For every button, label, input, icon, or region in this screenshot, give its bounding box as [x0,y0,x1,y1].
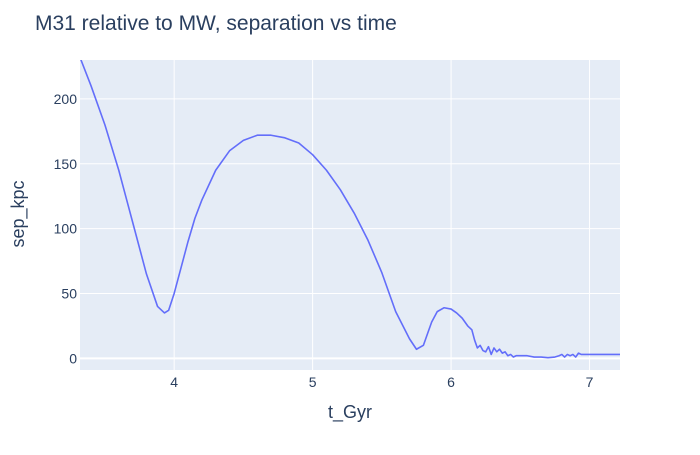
line-layer [80,60,620,359]
chart-title: M31 relative to MW, separation vs time [35,12,397,35]
tick-labels: 4 5 6 7 0 50 100 150 200 [54,91,594,390]
grid-layer [80,60,620,370]
x-axis-title: t_Gyr [328,402,372,423]
plot-background [80,60,620,370]
y-tick-label: 50 [61,285,77,301]
y-tick-label: 150 [54,156,78,172]
x-tick-label: 6 [447,374,455,390]
y-tick-label: 200 [54,91,78,107]
x-tick-label: 7 [586,374,594,390]
series-line-0 [80,60,620,359]
x-tick-label: 5 [309,374,317,390]
y-tick-label: 0 [69,350,77,366]
x-tick-label: 4 [170,374,178,390]
y-tick-label: 100 [54,221,78,237]
y-axis-title: sep_kpc [8,180,29,247]
